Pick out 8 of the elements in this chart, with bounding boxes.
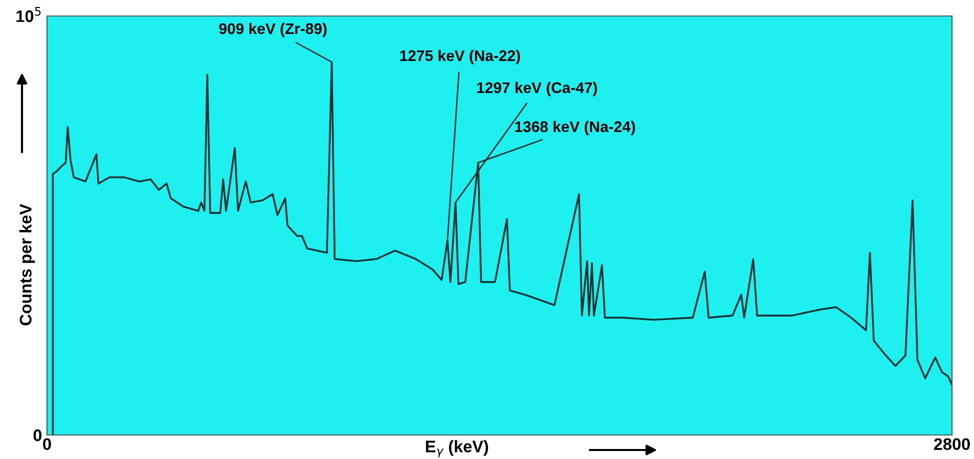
- annotation: 1275 keV (Na-22): [400, 50, 520, 64]
- x-axis-title: E$_{γ}$ (keV): [426, 440, 488, 458]
- annotation: 909 keV (Zr-89): [219, 22, 327, 38]
- annotation: 1368 keV (Na-24): [515, 120, 635, 136]
- y-axis-title: Counts per keV: [19, 204, 35, 326]
- x-tick-label: 2800: [934, 438, 970, 450]
- annotation: 1297 keV (Ca-47): [477, 82, 597, 96]
- y-tick-label: 10$^{5}$: [16, 7, 41, 22]
